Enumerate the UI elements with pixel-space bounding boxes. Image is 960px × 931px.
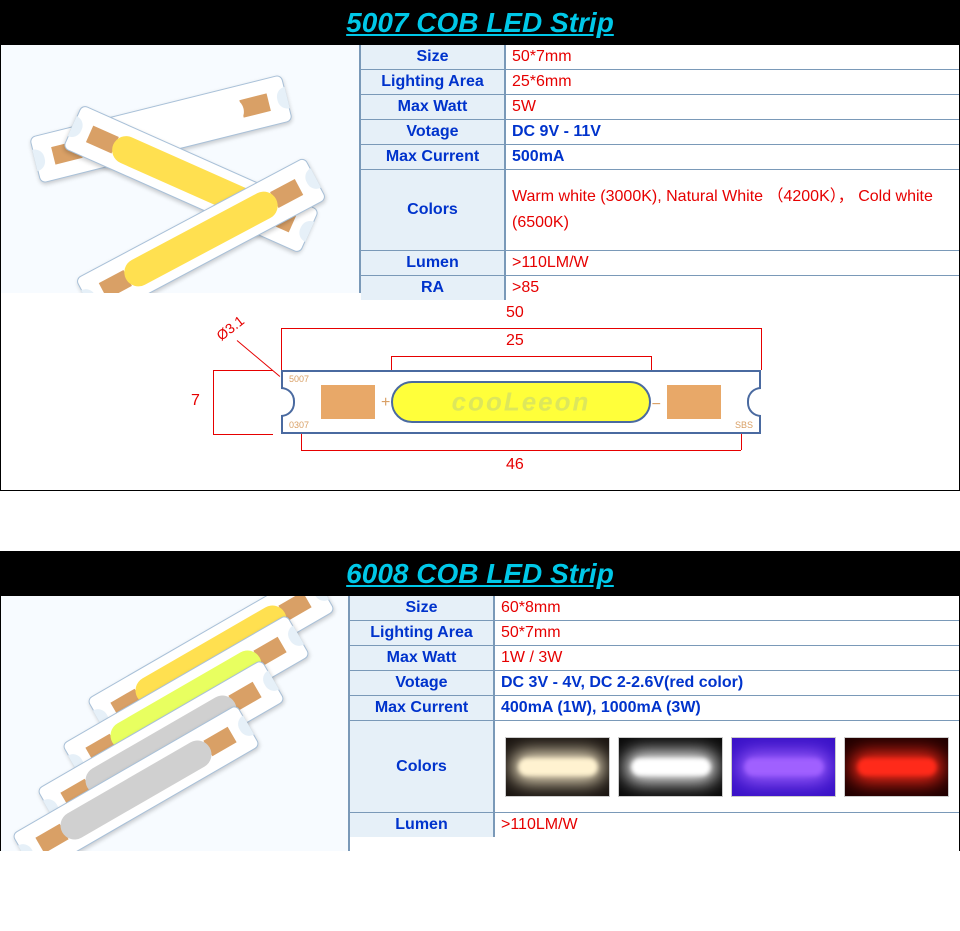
spec-row-max-watt: Max Watt5W: [361, 95, 959, 120]
spec-row-lumen: Lumen>110LM/W: [350, 813, 959, 837]
color-swatches: [501, 733, 953, 801]
spec-row-colors: Colors: [350, 721, 959, 813]
product-5007-block: 5007 COB LED Strip Size50*7mm Lighting A…: [0, 0, 960, 491]
spec-row-colors: ColorsWarm white (3000K), Natural White …: [361, 170, 959, 251]
color-swatch: [731, 737, 836, 797]
product-title: 5007 COB LED Strip: [1, 1, 959, 45]
spec-table: Size60*8mm Lighting Area50*7mm Max Watt1…: [350, 596, 959, 851]
dim-height: 7: [191, 392, 200, 410]
spec-row-voltage: VotageDC 9V - 11V: [361, 120, 959, 145]
spec-table: Size50*7mm Lighting Area25*6mm Max Watt5…: [361, 45, 959, 300]
color-swatch: [505, 737, 610, 797]
product-6008-block: 6008 COB LED Strip Size60*8mm Lighting A…: [0, 551, 960, 851]
product-top-row: Size60*8mm Lighting Area50*7mm Max Watt1…: [1, 596, 959, 851]
color-swatch: [618, 737, 723, 797]
spec-row-lighting-area: Lighting Area50*7mm: [350, 621, 959, 646]
dim-length: 50: [506, 304, 524, 322]
spec-row-lighting-area: Lighting Area25*6mm: [361, 70, 959, 95]
spec-row-ra: RA>85: [361, 276, 959, 300]
spec-row-max-current: Max Current500mA: [361, 145, 959, 170]
product-photo: [1, 45, 361, 293]
color-swatch: [844, 737, 949, 797]
product-top-row: Size50*7mm Lighting Area25*6mm Max Watt5…: [1, 45, 959, 300]
dim-led-length: 25: [506, 332, 524, 350]
product-title: 6008 COB LED Strip: [1, 552, 959, 596]
dimension-diagram: 50 25 Ø3.1 7 5007 0307 SBS + − cooLeeon …: [1, 300, 959, 490]
spec-row-size: Size50*7mm: [361, 45, 959, 70]
product-photo: [1, 596, 350, 851]
spec-row-max-current: Max Current400mA (1W), 1000mA (3W): [350, 696, 959, 721]
spec-row-max-watt: Max Watt1W / 3W: [350, 646, 959, 671]
diagram-strip: 5007 0307 SBS + − cooLeeon: [281, 370, 761, 434]
dim-inner-length: 46: [506, 456, 524, 474]
spec-row-size: Size60*8mm: [350, 596, 959, 621]
spec-row-lumen: Lumen>110LM/W: [361, 251, 959, 276]
spec-row-voltage: VotageDC 3V - 4V, DC 2-2.6V(red color): [350, 671, 959, 696]
dim-hole: Ø3.1: [213, 312, 247, 343]
